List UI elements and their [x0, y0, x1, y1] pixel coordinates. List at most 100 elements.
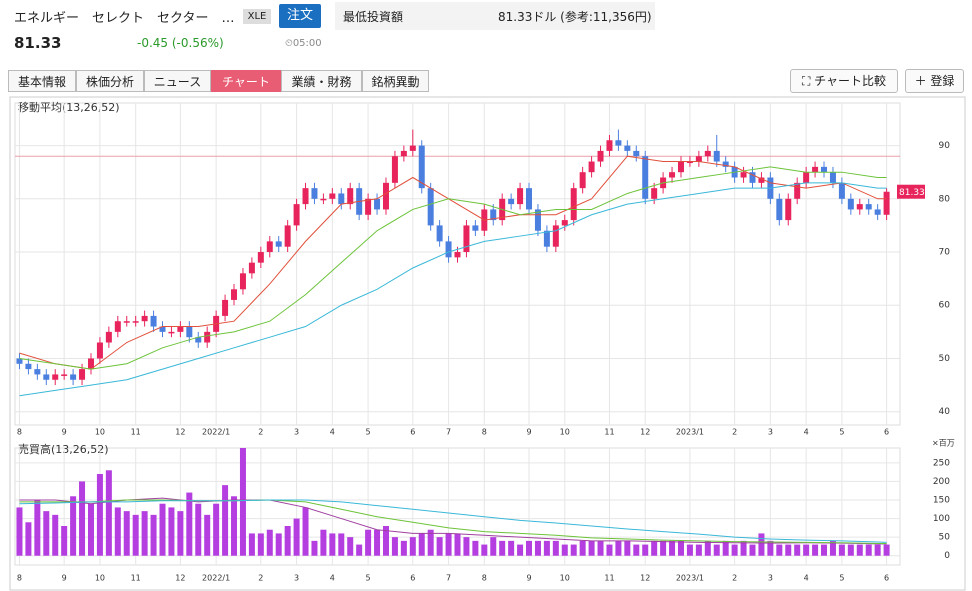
candle-body	[812, 166, 819, 173]
y-tick-label: 150	[933, 496, 950, 506]
x-tick-label: 12	[640, 428, 650, 437]
candle-body	[838, 182, 845, 199]
volume-bar	[329, 533, 336, 556]
candle-body	[123, 321, 130, 323]
x-tick-label: 2023/1	[676, 574, 704, 583]
time: 05:00	[292, 38, 322, 49]
x-tick-label: 2	[258, 574, 263, 583]
volume-bar	[222, 485, 229, 556]
register-button[interactable]: ＋ 登録	[905, 69, 964, 93]
candle-body	[356, 188, 363, 215]
candle-body	[821, 166, 828, 173]
volume-bar	[266, 529, 273, 556]
volume-bar	[338, 533, 345, 556]
candle-body	[320, 198, 327, 201]
x-tick-label: 12	[175, 574, 185, 583]
tab[interactable]: 基本情報	[8, 70, 76, 92]
candle-body	[43, 374, 50, 380]
candle-body	[52, 374, 59, 380]
x-tick-label: 9	[62, 574, 67, 583]
volume-bar	[812, 544, 819, 556]
volume-bar	[186, 492, 193, 556]
register-text: 登録	[930, 74, 955, 88]
volume-panel-title: 売買高(13,26,52)	[18, 442, 109, 456]
volume-plot-frame	[14, 447, 901, 566]
volume-bar	[517, 544, 524, 556]
y-tick-label: 200	[933, 477, 950, 487]
x-tick-label: 3	[768, 428, 773, 437]
order-button[interactable]: 注文	[279, 4, 321, 28]
compare-button[interactable]: ⛶ チャート比較	[790, 69, 898, 93]
volume-bar	[883, 544, 890, 556]
volume-bar	[785, 544, 792, 556]
x-tick-label: 4	[804, 574, 809, 583]
candle-body	[570, 188, 577, 221]
x-tick-label: 8	[17, 574, 22, 583]
candle-body	[436, 225, 443, 242]
volume-bar	[472, 540, 479, 556]
candle-body	[776, 198, 783, 221]
candle-body	[418, 145, 425, 189]
candle-body	[445, 241, 452, 258]
volume-bar	[284, 526, 291, 556]
volume-bar	[302, 507, 309, 556]
tab[interactable]: 株価分析	[76, 70, 144, 92]
candle-body	[293, 204, 300, 226]
volume-bar	[105, 470, 112, 556]
moving-average-line	[19, 166, 887, 370]
volume-bar	[704, 540, 711, 556]
x-tick-label: 4	[330, 574, 335, 583]
candle-body	[534, 209, 541, 231]
candle-body	[382, 182, 389, 210]
candle-body	[767, 177, 774, 199]
volume-bar	[606, 544, 613, 556]
price-change: -0.45 (-0.56%)	[137, 36, 224, 50]
candle-body	[132, 321, 139, 323]
tab[interactable]: ニュース	[144, 70, 211, 92]
volume-bar	[803, 544, 810, 556]
volume-bar	[365, 529, 372, 556]
volume-bar	[776, 544, 783, 556]
volume-bar	[767, 540, 774, 556]
x-tick-label: 9	[526, 574, 531, 583]
moving-average-line	[19, 499, 887, 543]
candle-body	[758, 177, 765, 183]
x-tick-label: 6	[410, 574, 415, 583]
candle-body	[347, 188, 354, 205]
volume-bar	[847, 544, 854, 556]
candle-body	[87, 358, 94, 370]
candle-body	[865, 204, 872, 210]
candle-body	[454, 252, 461, 258]
volume-bar	[141, 511, 148, 556]
x-tick-label: 2	[732, 428, 737, 437]
candle-body	[391, 156, 398, 183]
min-invest-value: 81.33ドル (参考:11,356円)	[498, 10, 652, 24]
volume-bar	[695, 544, 702, 556]
price-plot-frame	[14, 102, 901, 426]
tab[interactable]: 銘柄異動	[362, 70, 429, 92]
volume-bar	[794, 544, 801, 556]
candle-body	[508, 198, 515, 205]
moving-average-line	[19, 497, 887, 545]
volume-bar	[543, 540, 550, 556]
tab[interactable]: 業績・財務	[281, 70, 362, 92]
volume-bar	[293, 518, 300, 556]
volume-bar	[16, 507, 23, 556]
moving-average-line	[19, 182, 887, 397]
candle-body	[642, 156, 649, 199]
x-tick-label: 5	[366, 428, 371, 437]
volume-bar	[168, 507, 175, 556]
volume-bar	[758, 533, 765, 556]
candle-body	[195, 337, 202, 343]
volume-bar	[257, 533, 264, 556]
candle-body	[70, 374, 77, 380]
volume-bar	[677, 540, 684, 556]
volume-bar	[499, 540, 506, 556]
candle-body	[150, 315, 157, 327]
candle-body	[660, 177, 667, 189]
tab-active[interactable]: チャート	[211, 70, 281, 92]
x-tick-label: 5	[839, 428, 844, 437]
volume-bar	[52, 514, 59, 556]
volume-bar	[231, 496, 238, 556]
